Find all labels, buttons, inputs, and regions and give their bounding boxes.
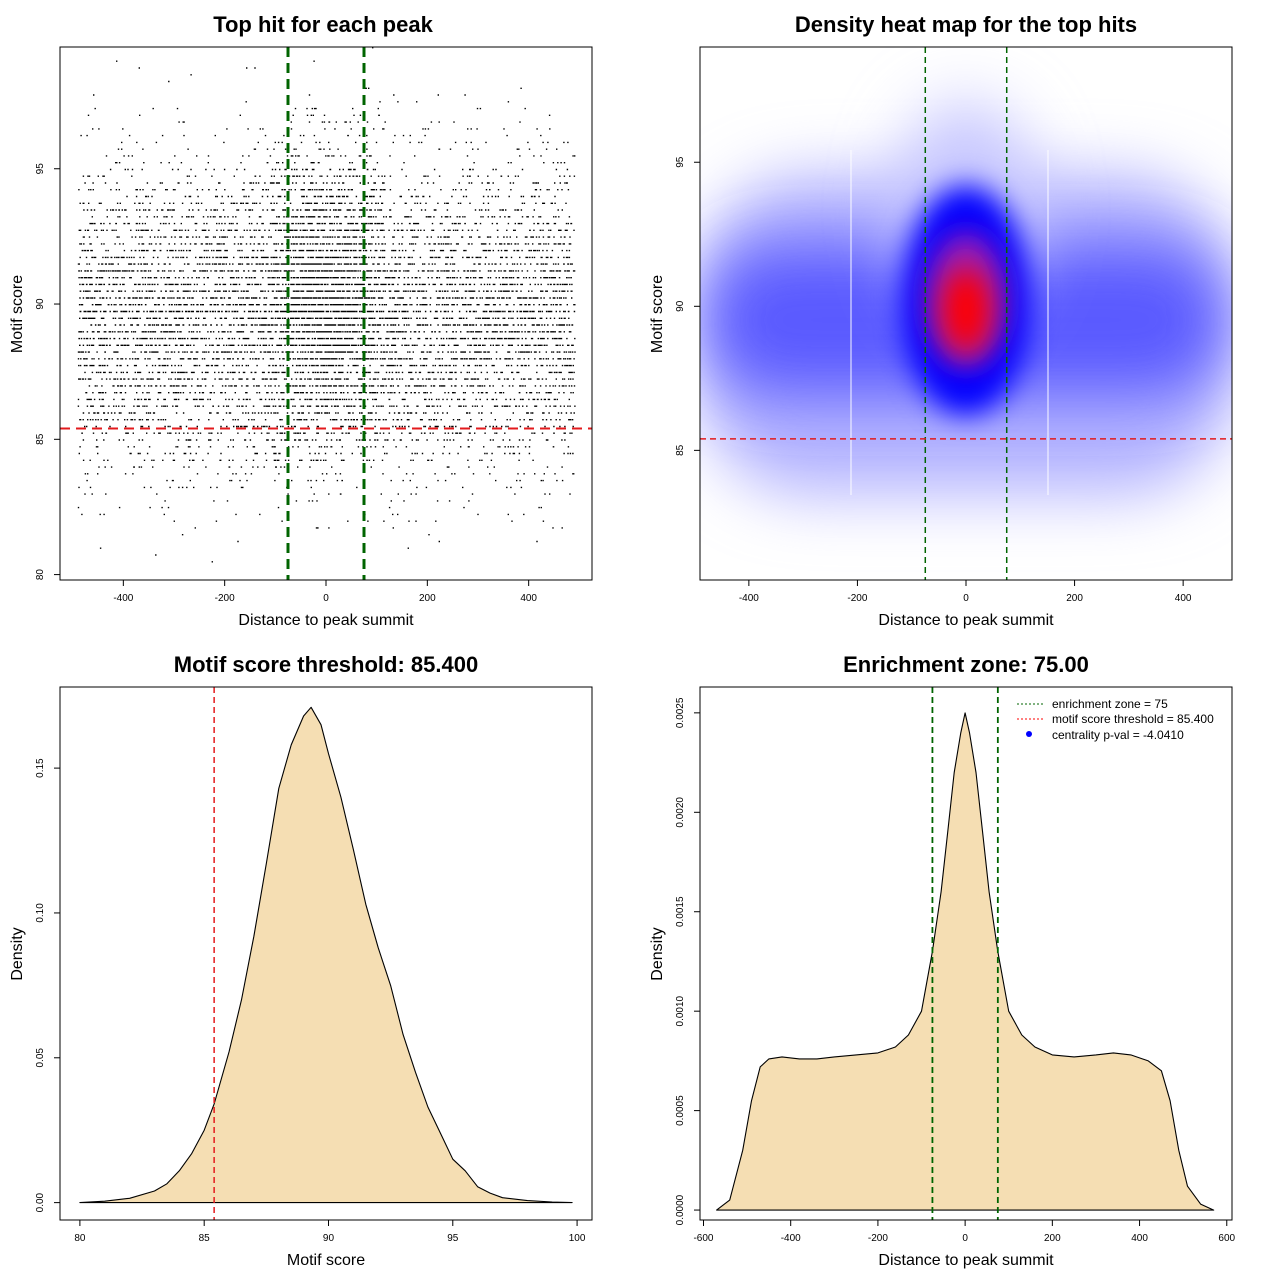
x-tick-label: 0 [323, 593, 329, 604]
reference-lines [700, 47, 1232, 580]
y-tick-label: 0.0025 [675, 697, 686, 728]
density-curve [716, 712, 1215, 1211]
density-area [79, 706, 573, 1204]
y-axis-label: Density [9, 927, 26, 980]
plot-frame [59, 686, 593, 1221]
x-tick-label: 80 [74, 1233, 86, 1244]
x-ticks: -400 -200 0 200 400 [113, 580, 537, 604]
y-tick-label: 0.00 [35, 1192, 46, 1212]
y-axis-label: Motif score [649, 275, 666, 353]
density-area [716, 712, 1215, 1211]
scatter-points [77, 47, 576, 563]
x-axis-label: Distance to peak summit [238, 612, 414, 629]
x-tick-label: -200 [868, 1233, 888, 1244]
y-ticks: 85 90 95 [675, 156, 700, 456]
y-axis-label: Density [649, 927, 666, 980]
y-tick-label: 0.0005 [675, 1095, 686, 1126]
y-tick-label: 0.15 [35, 758, 46, 778]
x-axis-label: Distance to peak summit [878, 612, 1054, 629]
x-tick-label: 400 [520, 593, 537, 604]
x-tick-label: -400 [113, 593, 133, 604]
x-ticks: -600 -400 -200 0 200 400 600 [693, 1220, 1236, 1244]
x-tick-label: 200 [1044, 1233, 1061, 1244]
score-density-title: Motif score threshold: 85.400 [174, 652, 478, 677]
y-tick-label: 0.10 [35, 903, 46, 923]
heatmap-panel: Density heat map for the top hits -400 -2… [649, 12, 1233, 629]
x-tick-label: -400 [781, 1233, 801, 1244]
x-tick-label: 90 [323, 1233, 335, 1244]
reference-lines [931, 687, 999, 1220]
x-tick-label: -200 [215, 593, 235, 604]
x-ticks: 80 85 90 95 100 [74, 1220, 586, 1244]
y-tick-label: 85 [35, 433, 46, 445]
x-tick-label: 95 [447, 1233, 459, 1244]
x-tick-label: 0 [963, 593, 969, 604]
heatmap-title: Density heat map for the top hits [795, 12, 1137, 37]
x-tick-label: 200 [1066, 593, 1083, 604]
density-heat [700, 47, 1232, 580]
y-ticks: 0.00 0.05 0.10 0.15 [35, 758, 60, 1212]
density-curve [79, 706, 573, 1204]
legend-swatch-pval [1026, 731, 1032, 737]
y-ticks: 0.0000 0.0005 0.0010 0.0015 0.0020 0.0025 [675, 697, 700, 1225]
x-tick-label: 400 [1131, 1233, 1148, 1244]
y-tick-label: 95 [35, 163, 46, 175]
plot-frame [699, 686, 1233, 1221]
x-tick-label: 400 [1175, 593, 1192, 604]
x-tick-label: -400 [739, 593, 759, 604]
y-tick-label: 80 [35, 569, 46, 581]
y-ticks: 80 85 90 95 [35, 163, 60, 580]
y-tick-label: 0.0015 [675, 896, 686, 927]
x-tick-label: 600 [1218, 1233, 1235, 1244]
y-tick-label: 0.0010 [675, 995, 686, 1026]
legend-label-threshold: motif score threshold = 85.400 [1052, 712, 1214, 726]
y-tick-label: 95 [675, 156, 686, 168]
y-tick-label: 0.05 [35, 1048, 46, 1068]
scatter-panel: Top hit for each peak -400 -200 0 200 400 80… [9, 12, 593, 629]
x-axis-label: Distance to peak summit [878, 1252, 1054, 1269]
y-tick-label: 0.0000 [675, 1194, 686, 1225]
y-tick-label: 85 [675, 444, 686, 456]
x-tick-label: -200 [847, 593, 867, 604]
y-axis-label: Motif score [9, 275, 26, 353]
x-ticks: -400 -200 0 200 400 [739, 580, 1192, 604]
x-axis-label: Motif score [287, 1252, 365, 1269]
y-tick-label: 90 [675, 300, 686, 312]
score-density-panel: Motif score threshold: 85.400 80 85 90 95 10… [9, 652, 593, 1269]
x-tick-label: 200 [419, 593, 436, 604]
y-tick-label: 0.0020 [675, 797, 686, 828]
x-tick-label: 85 [199, 1233, 211, 1244]
heat-peak [942, 268, 990, 352]
legend: enrichment zone = 75 motif score thresho… [1017, 697, 1214, 742]
x-tick-label: -600 [693, 1233, 713, 1244]
legend-label-pval: centrality p-val = -4.0410 [1052, 728, 1184, 742]
legend-label-enrichment: enrichment zone = 75 [1052, 697, 1168, 711]
distance-density-title: Enrichment zone: 75.00 [843, 652, 1089, 677]
x-tick-label: 0 [962, 1233, 968, 1244]
y-tick-label: 90 [35, 298, 46, 310]
scatter-title: Top hit for each peak [213, 12, 433, 37]
reference-lines [60, 47, 592, 580]
x-tick-label: 100 [569, 1233, 586, 1244]
scatter-point-cloud [77, 47, 576, 563]
distance-density-panel: Enrichment zone: 75.00 -600 -400 -200 0 200 4… [649, 652, 1236, 1269]
